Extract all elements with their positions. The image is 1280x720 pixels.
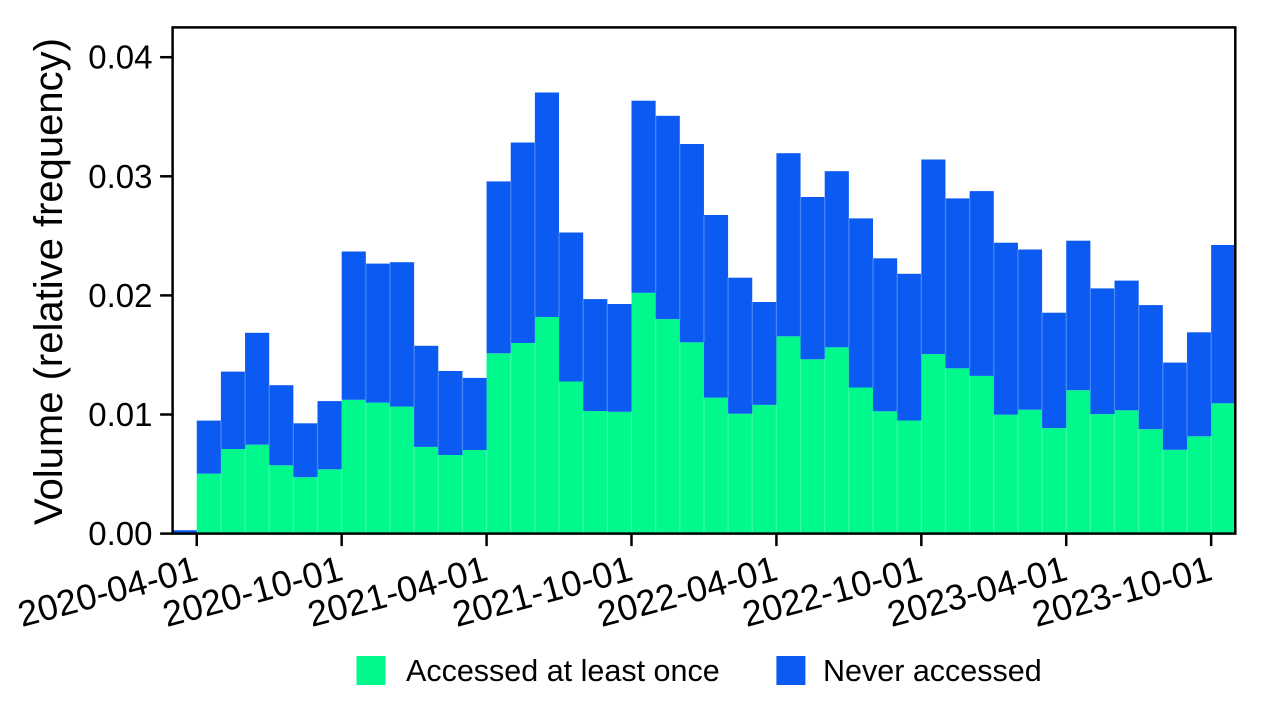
svg-text:0.04: 0.04 [88, 39, 152, 76]
svg-text:0.02: 0.02 [88, 277, 152, 314]
svg-text:Never accessed: Never accessed [823, 654, 1042, 688]
svg-text:0.01: 0.01 [88, 396, 152, 433]
svg-text:Accessed at least once: Accessed at least once [406, 654, 720, 688]
svg-text:0.00: 0.00 [88, 515, 152, 552]
svg-text:0.03: 0.03 [88, 158, 152, 195]
svg-text:Volume (relative frequency): Volume (relative frequency) [27, 38, 71, 525]
